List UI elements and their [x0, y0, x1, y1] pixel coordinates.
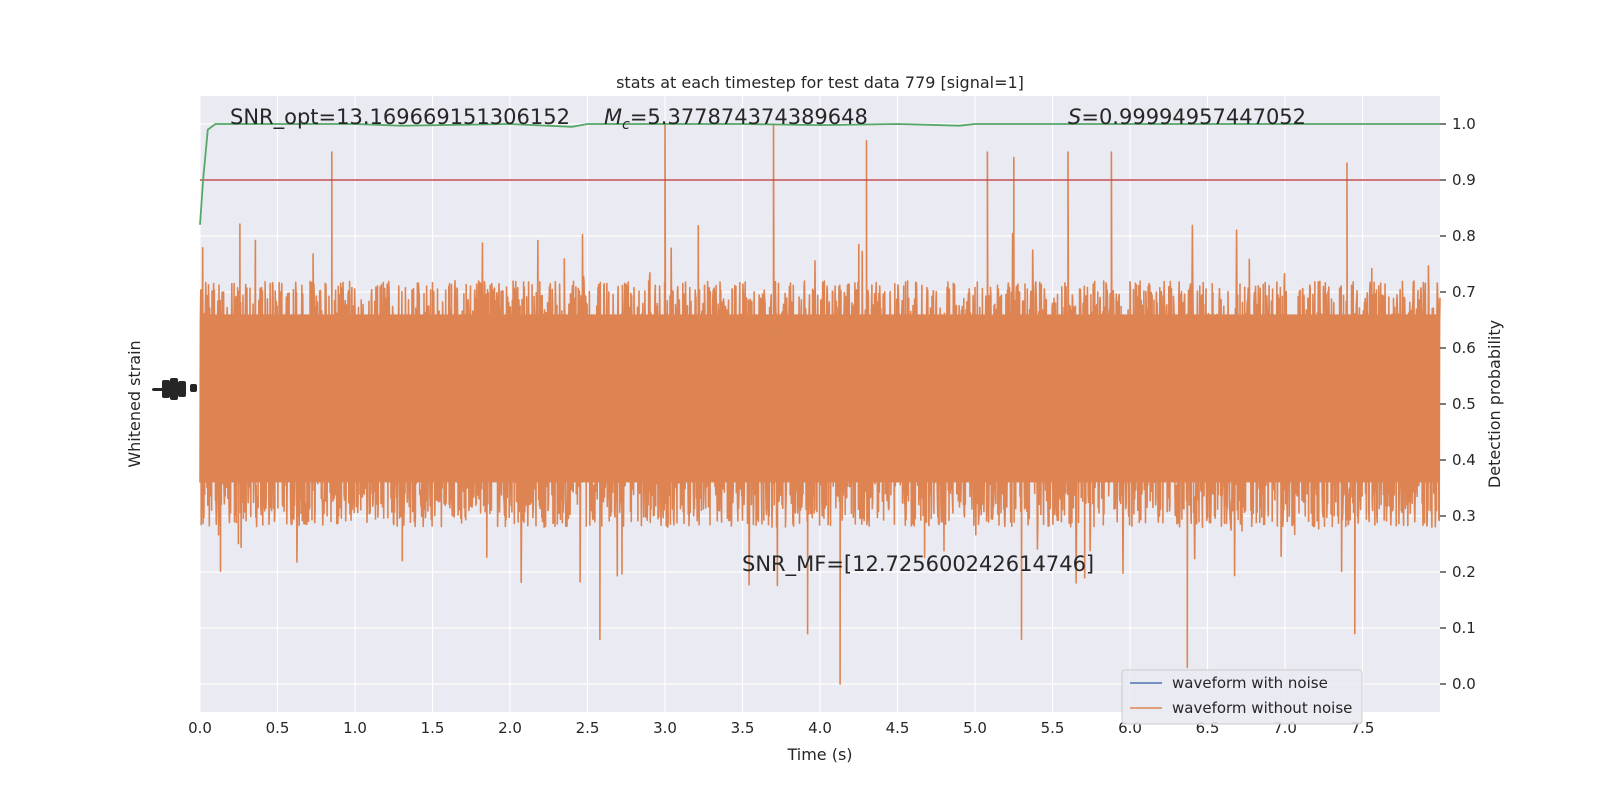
annotation-snr-opt: SNR_opt=13.169669151306152: [230, 105, 570, 130]
x-tick-label: 2.0: [498, 719, 522, 737]
left-tick-mark: [170, 378, 178, 400]
y-tick-label: 0.7: [1452, 283, 1476, 301]
x-tick-label: 0.0: [188, 719, 212, 737]
y-tick-label: 0.2: [1452, 563, 1476, 581]
waveform-without-noise-line: [199, 123, 1441, 685]
legend-label-waveform-without-noise: waveform without noise: [1172, 699, 1352, 717]
chirp-mass-value: =5.377874374389648: [630, 105, 868, 129]
annotation-s: S=0.99994957447052: [1068, 105, 1306, 129]
x-tick-label: 4.0: [808, 719, 832, 737]
y-tick-label: 0.9: [1452, 171, 1476, 189]
x-tick-label: 2.5: [576, 719, 600, 737]
x-tick-label: 1.5: [421, 719, 445, 737]
left-axis-tick-marks: [152, 378, 197, 400]
left-tick-mark: [190, 384, 197, 392]
chirp-mass-subscript: c: [622, 117, 630, 133]
right-axis-label: Detection probability: [1485, 320, 1504, 488]
x-tick-label: 5.5: [1041, 719, 1065, 737]
right-axis-ticks: 0.0 0.1 0.2 0.3 0.4 0.5 0.6 0.7 0.8 0.9 1.0: [1440, 115, 1476, 693]
detection-probability-group: [199, 123, 1440, 225]
chirp-mass-symbol: M: [604, 105, 622, 129]
s-value: =0.99994957447052: [1081, 105, 1306, 129]
x-tick-label: 5.0: [963, 719, 987, 737]
left-tick-mark: [162, 380, 170, 398]
x-tick-label: 0.5: [266, 719, 290, 737]
left-axis-label: Whitened strain: [125, 340, 144, 467]
y-tick-label: 0.1: [1452, 619, 1476, 637]
y-tick-label: 0.5: [1452, 395, 1476, 413]
y-tick-label: 0.6: [1452, 339, 1476, 357]
x-tick-label: 4.5: [886, 719, 910, 737]
x-tick-label: 3.0: [653, 719, 677, 737]
y-tick-label: 0.4: [1452, 451, 1476, 469]
x-tick-label: 1.0: [343, 719, 367, 737]
waveform-without-noise-trace: [199, 123, 1441, 685]
s-symbol: S: [1068, 105, 1081, 129]
annotation-snr-mf: SNR_MF=[12.725600242614746]: [742, 552, 1094, 577]
y-tick-label: 1.0: [1452, 115, 1476, 133]
x-tick-label: 3.5: [731, 719, 755, 737]
y-tick-label: 0.8: [1452, 227, 1476, 245]
y-tick-label: 0.3: [1452, 507, 1476, 525]
legend-label-waveform-with-noise: waveform with noise: [1172, 674, 1328, 692]
legend-box: [1121, 669, 1363, 725]
annotation-chirp-mass: Mc=5.377874374389648: [604, 105, 868, 133]
legend: waveform with noise waveform without noi…: [1121, 669, 1363, 725]
y-tick-label: 0.0: [1452, 675, 1476, 693]
chart-title: stats at each timestep for test data 779…: [616, 73, 1024, 92]
detection-probability-line: [199, 123, 1440, 225]
left-tick-mark: [178, 381, 186, 397]
x-axis-label: Time (s): [786, 745, 852, 764]
